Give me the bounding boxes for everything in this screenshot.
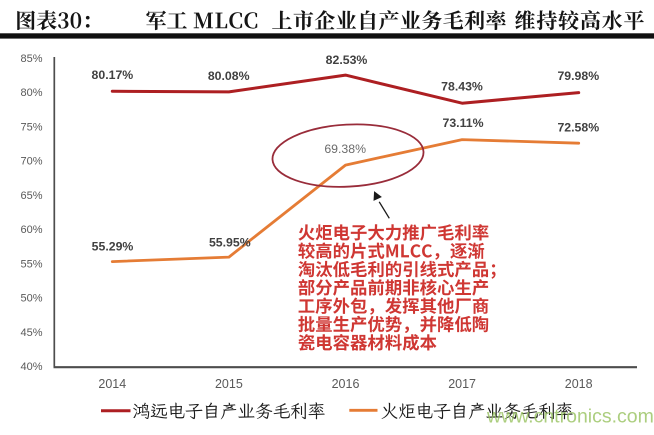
svg-text:82.53%: 82.53%: [326, 53, 368, 67]
svg-text:80%: 80%: [20, 87, 42, 99]
svg-text:80.08%: 80.08%: [208, 69, 250, 83]
svg-text:2016: 2016: [332, 377, 360, 391]
svg-text:72.58%: 72.58%: [557, 121, 599, 135]
svg-text:60%: 60%: [20, 224, 42, 236]
svg-text:55.95%: 55.95%: [209, 236, 251, 250]
svg-text:50%: 50%: [20, 293, 42, 305]
svg-text:40%: 40%: [20, 361, 42, 373]
svg-text:55%: 55%: [20, 258, 42, 270]
svg-text:79.98%: 79.98%: [557, 69, 599, 83]
svg-text:70%: 70%: [20, 156, 42, 168]
svg-text:45%: 45%: [20, 327, 42, 339]
svg-text:2017: 2017: [448, 377, 476, 391]
svg-text:85%: 85%: [20, 53, 42, 65]
svg-text:65%: 65%: [20, 190, 42, 202]
svg-text:75%: 75%: [20, 122, 42, 134]
svg-text:2014: 2014: [98, 377, 126, 391]
svg-text:2018: 2018: [565, 377, 593, 391]
svg-text:55.29%: 55.29%: [92, 240, 134, 254]
svg-text:www.cntronics.com: www.cntronics.com: [486, 405, 654, 427]
svg-text:80.17%: 80.17%: [92, 68, 134, 82]
svg-text:73.11%: 73.11%: [442, 116, 483, 130]
svg-text:78.43%: 78.43%: [441, 80, 483, 94]
svg-text:2015: 2015: [215, 377, 243, 391]
svg-text:69.38%: 69.38%: [324, 142, 366, 156]
